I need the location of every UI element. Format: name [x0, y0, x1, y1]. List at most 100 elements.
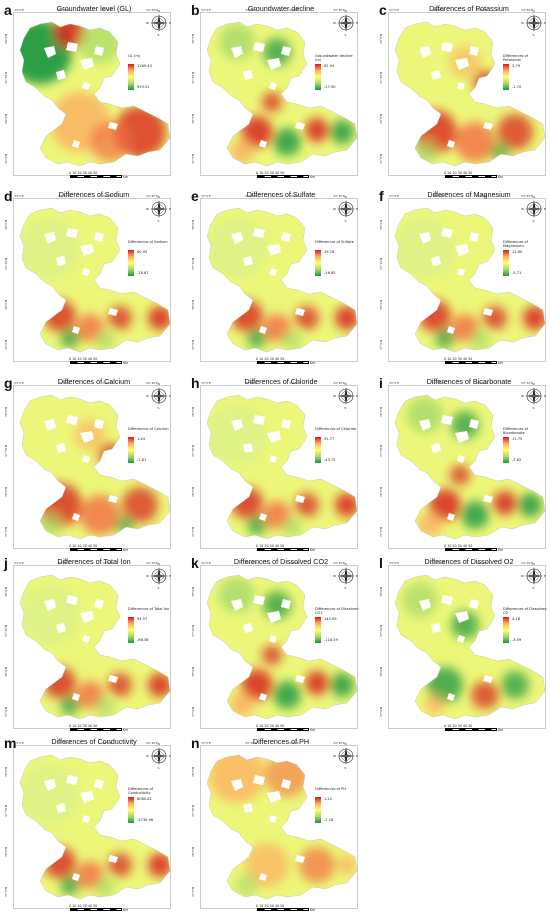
value-blob [207, 405, 267, 465]
lake-gap [267, 791, 281, 803]
legend-color-ramp [503, 617, 509, 643]
lon-tick-label: 34°0'E [477, 8, 487, 12]
lake-gap [253, 415, 265, 425]
compass-s-label: S [344, 406, 347, 410]
lat-tick-label: 37°30'N [4, 71, 8, 84]
study-area-outline [394, 574, 546, 720]
value-blob [497, 114, 533, 150]
lon-tick-label: 33°0'E [389, 561, 399, 565]
panel-letter: b [191, 2, 200, 18]
study-area [395, 22, 545, 166]
value-blob [265, 755, 309, 797]
lake-gap [455, 58, 469, 70]
value-blob [230, 140, 254, 164]
compass-n-label: N [532, 195, 535, 199]
lat-tick-label: 38°0'N [4, 406, 8, 417]
study-area-outline [206, 207, 358, 353]
lake-gap [108, 122, 118, 130]
scale-bar [445, 361, 497, 364]
lat-tick-label: 37°30'N [191, 804, 195, 817]
compass-s-label: S [532, 406, 535, 410]
scale-bar-numbers: 0 10 20 30 40 50 [69, 724, 98, 728]
lat-tick-label: 38°0'N [379, 33, 383, 44]
panel-letter: e [191, 188, 199, 204]
compass-w-label: W [146, 207, 149, 211]
lon-tick-label: 34°30'E [521, 381, 533, 385]
lon-tick-label: 34°30'E [521, 194, 533, 198]
legend-min-value: -3.59 [512, 638, 522, 642]
lon-tick-label: 33°30'E [245, 741, 257, 745]
panel-letter: i [379, 375, 383, 391]
lake-gap [457, 455, 465, 463]
lake-gap [419, 232, 431, 244]
legend-color-ramp [128, 797, 134, 823]
lon-tick-label: 34°30'E [521, 8, 533, 12]
scale-bar [257, 728, 309, 731]
legend-max-value: 51.77 [324, 437, 335, 441]
lat-tick-label: 38°0'N [379, 406, 383, 417]
legend-title: Differences of Chloride [315, 427, 357, 431]
compass-e-label: E [544, 574, 546, 578]
study-area-outline [206, 754, 358, 900]
legend-title: Differences of PH [315, 787, 347, 791]
value-blob [262, 92, 282, 112]
value-blob [337, 855, 357, 875]
map-panel-i: i Differences of Bicarbonate 33°0'E 33°30'E… [375, 375, 550, 555]
lon-tick-label: 33°0'E [389, 381, 399, 385]
lake-gap [259, 693, 267, 701]
compass-e-label: E [169, 394, 171, 398]
value-blob [262, 645, 282, 665]
lake-gap [455, 431, 469, 443]
map-panel-m: m Differences of Conductivity 33°0'E 33°30'… [0, 735, 175, 915]
value-blob [115, 515, 135, 535]
lake-gap [108, 675, 118, 683]
lake-gap [455, 611, 469, 623]
lon-tick-label: 33°30'E [245, 381, 257, 385]
lat-tick-label: 37°0'N [379, 153, 383, 164]
lake-gap [56, 623, 66, 633]
map-panel-e: e Differences of Sulfate 33°0'E 33°30'E 34°0… [187, 188, 362, 368]
panel-title: Differences of Conductivity [51, 737, 137, 746]
lake-gap [269, 815, 277, 823]
legend-max-value: 11.75 [512, 437, 523, 441]
scale-bar-numbers: 0 10 20 30 40 50 [444, 724, 473, 728]
lake-gap [269, 82, 277, 90]
legend-max-value: 8060.81 [137, 797, 152, 801]
scale-bar [445, 548, 497, 551]
value-blob [305, 118, 329, 142]
lat-tick-label: 37°0'N [4, 153, 8, 164]
value-blob [335, 493, 357, 517]
legend-max-value: 60.95 [137, 250, 148, 254]
value-blob [245, 843, 289, 887]
value-blob [44, 300, 76, 332]
value-blob [490, 142, 510, 162]
scale-bar-numbers: 0 10 20 30 40 50 [69, 544, 98, 548]
value-blob [95, 877, 115, 897]
compass-e-label: E [169, 754, 171, 758]
compass-w-label: W [146, 574, 149, 578]
panel-letter: a [4, 2, 12, 18]
lat-tick-label: 37°0'N [379, 339, 383, 350]
value-blob [330, 673, 354, 697]
lat-tick-label: 38°0'N [4, 486, 8, 497]
legend-max-value: 1.22 [324, 797, 333, 801]
compass-s-label: S [344, 766, 347, 770]
compass-s-label: S [532, 586, 535, 590]
lat-tick-label: 38°0'N [191, 846, 195, 857]
scale-bar-numbers: 0 10 20 30 40 50 [444, 544, 473, 548]
value-blob [450, 465, 470, 485]
compass-w-label: W [333, 394, 336, 398]
compass-w-label: W [333, 574, 336, 578]
scale-bar [70, 548, 122, 551]
legend-title: Differences of Dissolved CO2 [315, 607, 359, 616]
legend-color-ramp [315, 437, 321, 463]
legend-min-value: 929.51 [137, 85, 150, 89]
compass-s-label: S [157, 219, 160, 223]
lon-tick-label: 34°0'E [477, 381, 487, 385]
value-blob [299, 847, 335, 883]
lake-gap [295, 495, 305, 503]
compass-e-label: E [356, 754, 358, 758]
lon-tick-label: 33°30'E [58, 561, 70, 565]
value-blob [90, 122, 130, 162]
legend-max-value: 1169.43 [137, 64, 152, 68]
